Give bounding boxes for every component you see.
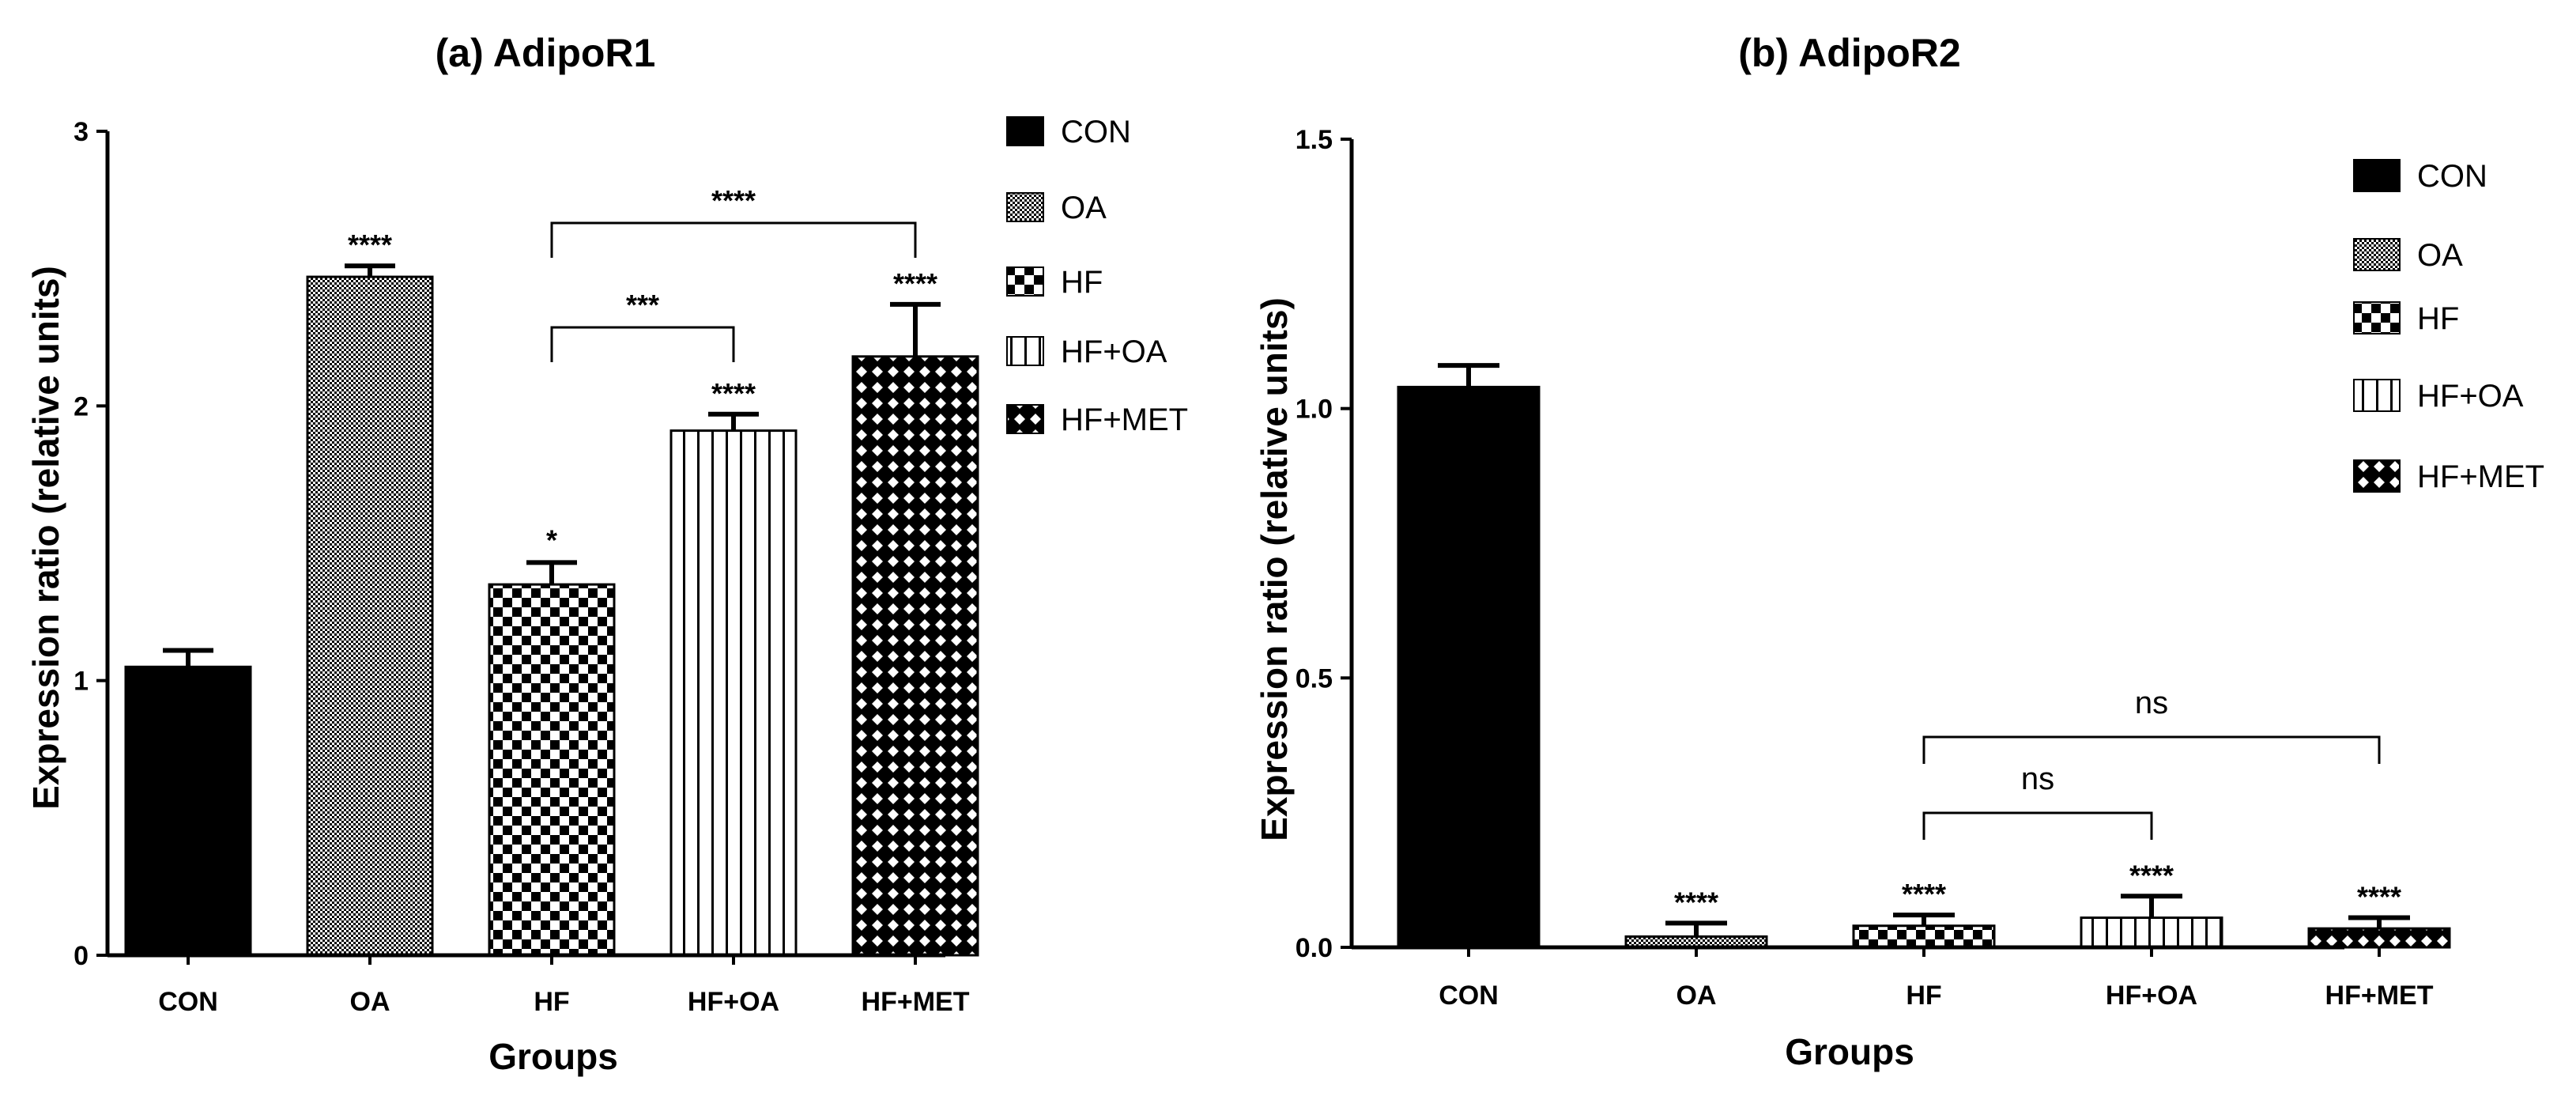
y-tick-label: 1.5 xyxy=(1296,125,1333,155)
y-tick-label: 1.0 xyxy=(1296,395,1333,425)
legend-label: HF+MET xyxy=(1061,402,1188,437)
chart-title: (a) AdipoR1 xyxy=(436,31,656,75)
comparison-bracket xyxy=(550,221,917,258)
y-tick-label: 0.0 xyxy=(1296,933,1333,963)
bar-hf xyxy=(488,583,616,957)
legend-label: HF+MET xyxy=(2417,459,2544,494)
bar-hf-met xyxy=(851,355,979,957)
legend-label: HF xyxy=(1061,265,1103,300)
comparison-bracket xyxy=(1922,735,2381,764)
x-tick-label: HF+MET xyxy=(2325,981,2434,1011)
significance-label: **** xyxy=(2129,859,2174,891)
legend-label: CON xyxy=(1061,115,1131,149)
legend-swatch xyxy=(2353,301,2401,334)
bracket-label: ns xyxy=(2135,686,2168,720)
significance-label: **** xyxy=(893,267,937,300)
legend-swatch xyxy=(2353,459,2401,493)
x-tick-label: CON xyxy=(158,987,218,1017)
legend-swatch xyxy=(2353,238,2401,271)
x-axis-label: Groups xyxy=(488,1036,618,1077)
x-axis-label: Groups xyxy=(1785,1031,1914,1072)
significance-label: **** xyxy=(2357,881,2401,913)
bar-con xyxy=(124,665,252,957)
comparison-bracket xyxy=(550,326,735,362)
legend-label: HF xyxy=(2417,301,2459,336)
comparison-bracket xyxy=(1922,811,2153,840)
chart-adipor1: (a) AdipoR1 Expression ratio (relative u… xyxy=(25,31,1188,1077)
legend-label: CON xyxy=(2417,159,2487,194)
legend: CON OA HF HF+OA HF+MET xyxy=(2353,159,2544,494)
x-tick-label: HF xyxy=(1906,981,1941,1011)
bracket-label: *** xyxy=(626,289,659,321)
legend: CON OA HF HF+OA HF+MET xyxy=(1006,115,1188,437)
y-axis-label: Expression ratio (relative units) xyxy=(25,266,66,810)
legend-swatch xyxy=(1006,336,1044,366)
chart-title: (b) AdipoR2 xyxy=(1738,31,1960,75)
x-tick-label: CON xyxy=(1439,981,1499,1011)
significance-label: * xyxy=(546,523,557,556)
significance-label: **** xyxy=(1902,878,1946,910)
y-axis-label: Expression ratio (relative units) xyxy=(1254,297,1295,841)
bar-hf-oa xyxy=(2080,916,2223,949)
y-tick-label: 0.5 xyxy=(1296,663,1333,694)
bar-hf xyxy=(1852,924,1996,949)
legend-swatch xyxy=(1006,192,1044,222)
y-tick-label: 3 xyxy=(74,117,89,147)
bar-con xyxy=(1397,385,1541,949)
bar-hf-oa xyxy=(669,429,798,957)
significance-label: **** xyxy=(711,377,756,410)
x-tick-label: HF xyxy=(534,987,569,1017)
bracket-label: **** xyxy=(711,184,756,217)
bar-oa xyxy=(306,275,434,957)
chart-adipor2: (b) AdipoR2 Expression ratio (relative u… xyxy=(1254,31,2544,1072)
legend-swatch xyxy=(1006,266,1044,297)
x-tick-label: HF+MET xyxy=(862,987,970,1017)
y-tick-label: 2 xyxy=(74,391,89,421)
x-tick-label: OA xyxy=(1676,981,1717,1011)
legend-swatch xyxy=(2353,159,2401,192)
bracket-label: ns xyxy=(2021,762,2054,796)
significance-label: **** xyxy=(1674,886,1718,918)
legend-label: HF+OA xyxy=(1061,334,1167,369)
y-tick-label: 0 xyxy=(74,941,89,971)
bar-hf-met xyxy=(2307,927,2451,949)
x-tick-label: HF+OA xyxy=(688,987,779,1017)
y-tick-label: 1 xyxy=(74,667,89,697)
x-tick-label: HF+OA xyxy=(2106,981,2197,1011)
legend-swatch xyxy=(1006,404,1044,434)
legend-swatch xyxy=(2353,379,2401,412)
legend-label: HF+OA xyxy=(2417,379,2524,414)
x-tick-label: OA xyxy=(350,987,390,1017)
legend-label: OA xyxy=(2417,238,2463,273)
legend-swatch xyxy=(1006,116,1044,146)
significance-label: **** xyxy=(348,229,392,261)
legend-label: OA xyxy=(1061,191,1107,225)
